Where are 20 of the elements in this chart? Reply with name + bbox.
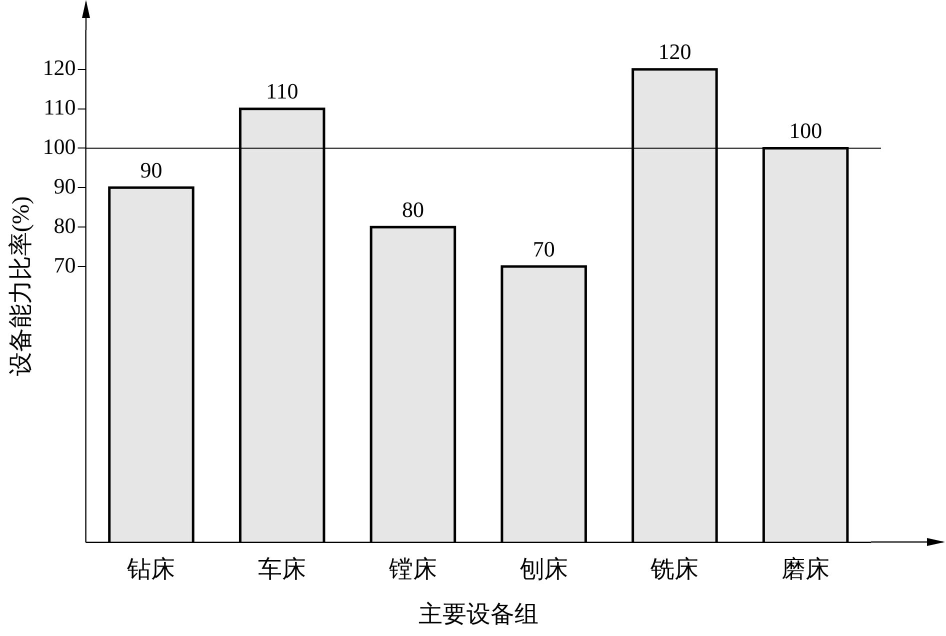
x-tick-label: 磨床 (782, 556, 830, 584)
y-tick-label: 80 (54, 212, 76, 238)
y-tick-label: 100 (42, 134, 76, 160)
data-label: 90 (140, 157, 162, 182)
data-label: 70 (532, 236, 555, 262)
x-tick-label: 车床 (258, 556, 306, 584)
x-tick-label: 铣床 (650, 556, 699, 584)
data-label: 80 (402, 196, 424, 222)
x-tick-label: 钻床 (126, 556, 176, 584)
x-tick-label: 镗床 (388, 556, 437, 584)
data-label: 110 (266, 78, 298, 104)
data-label: 100 (789, 118, 822, 144)
y-tick-label: 120 (42, 55, 76, 80)
x-tick-label: 刨床 (518, 556, 568, 584)
y-tick-label: 110 (44, 94, 76, 120)
y-tick-label: 90 (54, 173, 76, 198)
data-label: 120 (658, 39, 692, 64)
x-axis-title: 主要设备组 (418, 600, 538, 628)
y-tick-label: 70 (54, 252, 76, 278)
y-axis-title: 设备能力比率(%) (8, 196, 35, 376)
